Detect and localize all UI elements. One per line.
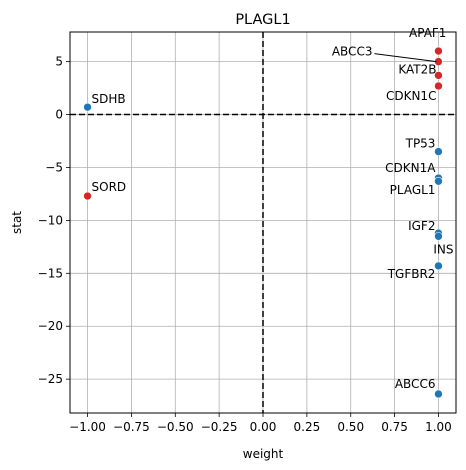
x-tick-label: 1.00 [425, 420, 452, 434]
x-tick-label: 0.50 [337, 420, 364, 434]
y-axis-title: stat [10, 211, 24, 234]
y-tick-label: −25 [38, 372, 63, 386]
axis-ticks: −1.00 −0.75 −0.50 −0.25 0.00 0.25 0.50 0.75 1.00… [38, 55, 452, 434]
x-tick-label: −0.50 [157, 420, 194, 434]
x-tick-label: 0.75 [381, 420, 408, 434]
point-apaf1 [434, 46, 443, 56]
y-tick-label: −5 [45, 160, 63, 174]
y-tick-label: 0 [55, 108, 63, 122]
label-abcc6: ABCC6 [395, 377, 436, 391]
point-kat2b [434, 71, 443, 80]
chart-title: PLAGL1 [235, 12, 290, 28]
y-tick-label: −15 [38, 266, 63, 280]
point-sdhb [83, 102, 92, 112]
y-tick-label: 5 [55, 55, 63, 69]
point-abcc6 [434, 389, 443, 399]
point-cdkn1c [434, 81, 443, 91]
label-abcc3: ABCC3 [332, 45, 373, 59]
plot-frame [69, 31, 457, 414]
x-tick-label: −0.75 [113, 420, 150, 434]
label-sdhb: SDHB [92, 92, 126, 106]
x-tick-label: 0.25 [294, 420, 321, 434]
data-points [83, 46, 443, 399]
label-kat2b: KAT2B [398, 62, 436, 76]
label-igf2: IGF2 [408, 219, 435, 233]
label-tp53: TP53 [405, 137, 436, 151]
leader-line-abcc3 [374, 53, 437, 63]
label-sord: SORD [92, 180, 127, 194]
x-tick-label: −0.25 [201, 420, 238, 434]
x-tick-label: 0.00 [250, 420, 277, 434]
label-cdkn1a: CDKN1A [385, 161, 436, 175]
label-cdkn1c: CDKN1C [386, 89, 436, 103]
label-ins: INS [433, 242, 453, 256]
point-tp53 [434, 147, 443, 156]
point-labels: APAF1 ABCC3 KAT2B CDKN1C SDHB TP53 CDKN1A PLAGL… [92, 26, 454, 391]
y-tick-label: −10 [38, 213, 63, 227]
point-plagl1 [434, 176, 443, 186]
label-apaf1: APAF1 [409, 26, 446, 40]
label-tgfbr2: TGFBR2 [387, 267, 436, 281]
point-ins [434, 231, 443, 241]
y-tick-label: −20 [38, 319, 63, 333]
x-axis-title: weight [243, 447, 284, 461]
point-sord [83, 191, 92, 201]
label-plagl1: PLAGL1 [390, 183, 436, 197]
reference-lines [70, 32, 456, 413]
point-tgfbr2 [434, 261, 443, 271]
x-tick-label: −1.00 [69, 420, 106, 434]
